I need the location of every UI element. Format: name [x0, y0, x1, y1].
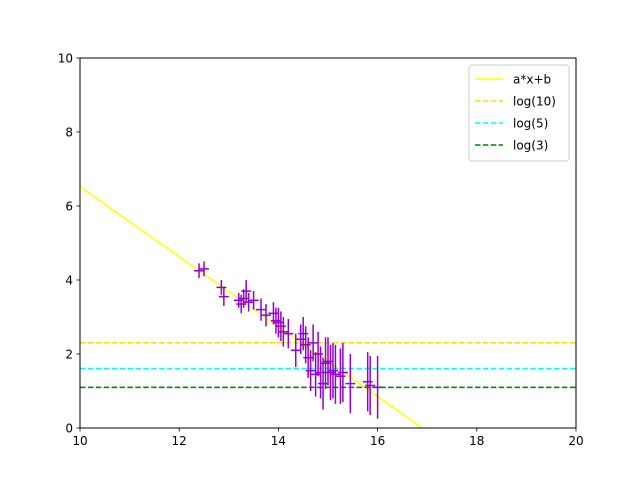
data-point [270, 307, 281, 334]
data-point [248, 291, 259, 310]
data-point [194, 263, 204, 279]
data-point [365, 355, 376, 416]
plot-frame [79, 57, 577, 429]
data-point [238, 289, 249, 308]
data-point [241, 280, 252, 303]
legend-label: a*x+b [513, 73, 551, 87]
data-point [313, 331, 324, 377]
x-tick-label: 20 [568, 434, 583, 448]
legend-label: log(3) [513, 139, 548, 153]
legend-entry: log(10) [475, 95, 556, 109]
data-point [275, 311, 286, 342]
data-point [256, 298, 266, 321]
data-point [362, 352, 373, 412]
data-point [278, 317, 289, 347]
x-tick-label: 12 [172, 434, 187, 448]
data-point [318, 357, 328, 410]
legend-label: log(10) [513, 95, 556, 109]
data-point [372, 355, 383, 419]
data-point [199, 261, 209, 277]
data-point [218, 287, 229, 306]
y-tick-label: 0 [65, 422, 73, 436]
data-point [283, 318, 294, 349]
x-tick-label: 16 [370, 434, 385, 448]
legend-label: log(5) [513, 117, 548, 131]
data-point [345, 354, 356, 414]
data-point [337, 342, 348, 403]
data-point [261, 304, 271, 327]
data-point [320, 337, 331, 390]
data-point [330, 344, 341, 404]
data-point [233, 292, 244, 308]
x-tick-label: 18 [469, 434, 484, 448]
data-point [308, 324, 319, 362]
legend-entry: a*x+b [475, 73, 551, 87]
y-tick-label: 10 [58, 52, 73, 66]
data-point [328, 342, 338, 399]
legend-entry: log(5) [475, 117, 548, 131]
data-point [323, 337, 333, 386]
data-point [216, 280, 227, 295]
data-point [335, 348, 346, 404]
x-tick-label: 10 [72, 434, 87, 448]
y-tick-label: 2 [65, 348, 73, 362]
y-tick-label: 4 [65, 274, 73, 288]
legend-box [468, 64, 570, 162]
x-tick-label: 14 [271, 434, 286, 448]
legend-entry: log(3) [475, 139, 548, 153]
data-point [315, 346, 326, 399]
y-tick-label: 8 [65, 126, 73, 140]
data-point [325, 344, 336, 401]
data-point [295, 324, 306, 354]
data-point [243, 292, 254, 312]
data-point [305, 350, 316, 391]
y-tick-label: 6 [65, 200, 73, 214]
data-point [310, 352, 321, 397]
